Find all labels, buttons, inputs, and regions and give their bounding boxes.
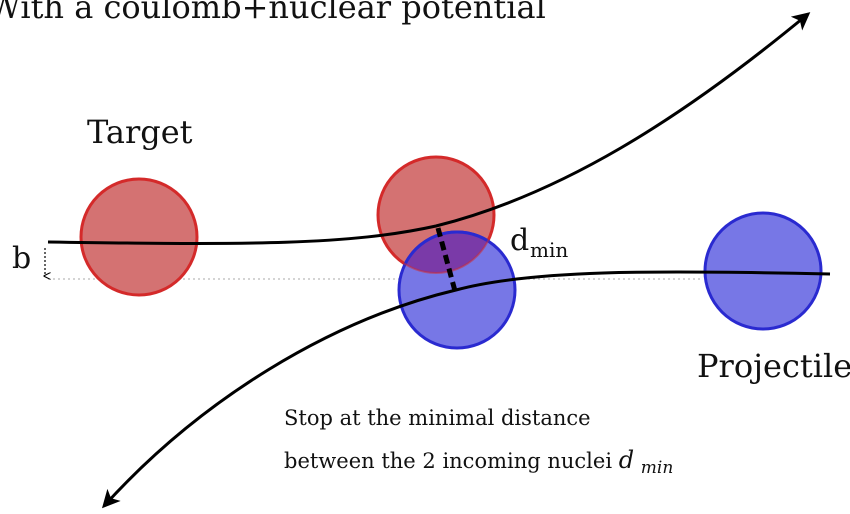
- target-label: Target: [87, 113, 193, 151]
- diagram-title: With a coulomb+nuclear potential: [0, 0, 546, 26]
- projectile-label: Projectile: [697, 347, 850, 385]
- target-initial-circle: [79, 177, 199, 297]
- caption-dmin-sub: min: [641, 458, 674, 478]
- dmin-label-main: d: [510, 223, 529, 258]
- dmin-label-sub: min: [530, 238, 568, 262]
- impact-parameter-label: b: [12, 241, 31, 276]
- target-closest-outline: [377, 156, 495, 274]
- overlap-outline: [397, 230, 494, 273]
- dmin-label: d min: [510, 223, 568, 262]
- dmin-dashed-segment: [435, 227, 458, 292]
- caption-dmin-main: d: [619, 446, 634, 474]
- target-trajectory: [47, 12, 811, 245]
- caption-line-1: Stop at the minimal distance: [284, 406, 591, 430]
- caption-line-2-text: between the 2 incoming nuclei: [284, 449, 619, 473]
- caption-line-2: between the 2 incoming nuclei d min: [284, 446, 673, 478]
